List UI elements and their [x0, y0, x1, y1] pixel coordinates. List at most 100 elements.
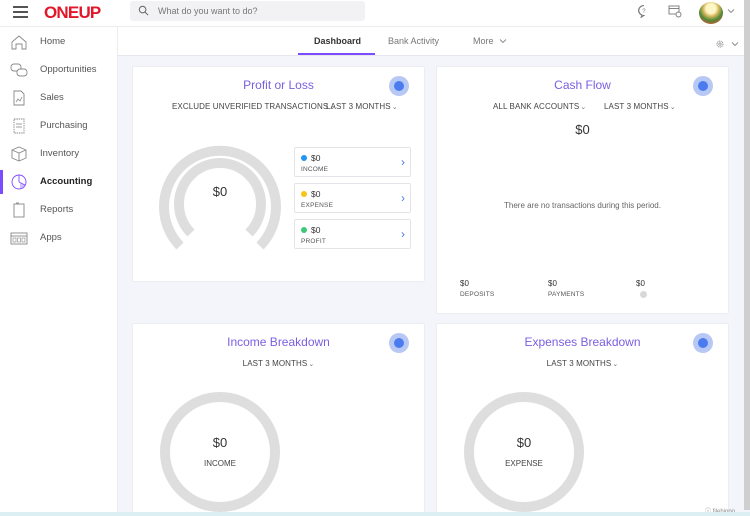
- bank-accounts-filter-dropdown[interactable]: ALL BANK ACCOUNTS⌄: [493, 102, 586, 111]
- sidebar-item-home[interactable]: Home: [0, 29, 118, 55]
- filter-label: LAST 3 MONTHS: [242, 359, 308, 368]
- period-filter-dropdown[interactable]: LAST 3 MONTHS⌄: [326, 102, 398, 111]
- hamburger-menu-icon[interactable]: [13, 6, 28, 18]
- apps-grid-icon: [10, 232, 28, 245]
- stat-value: $0: [460, 279, 469, 288]
- expenses-breakdown-card: Expenses Breakdown LAST 3 MONTHS⌄ $0 EXP…: [436, 323, 729, 516]
- sidebar-item-label: Purchasing: [40, 120, 88, 131]
- gear-icon: [716, 40, 724, 48]
- search-bar[interactable]: [130, 1, 365, 21]
- filter-label: LAST 3 MONTHS: [546, 359, 612, 368]
- net-stat: $0: [636, 279, 647, 298]
- vertical-scrollbar[interactable]: [744, 0, 750, 510]
- legend-value: $0: [311, 153, 321, 163]
- filter-label: LAST 3 MONTHS: [604, 102, 669, 111]
- legend-profit[interactable]: $0 PROFIT ›: [294, 219, 411, 249]
- card-title: Profit or Loss: [243, 78, 314, 92]
- tab-dashboard[interactable]: Dashboard: [314, 36, 362, 46]
- bottom-strip: [0, 512, 750, 516]
- sidebar: Home Opportunities Sales Purchasing Inve…: [0, 27, 118, 516]
- oneup-logo[interactable]: ONEUP: [44, 3, 101, 22]
- chevron-down-icon[interactable]: [727, 8, 735, 14]
- card-options-button[interactable]: [693, 333, 713, 353]
- legend-value: $0: [311, 225, 321, 235]
- card-title: Income Breakdown: [227, 335, 330, 349]
- chevron-down-icon: [499, 39, 507, 44]
- report-icon: [13, 202, 25, 218]
- sidebar-item-label: Inventory: [40, 148, 80, 159]
- chevron-right-icon: ›: [401, 227, 405, 241]
- card-options-button[interactable]: [693, 76, 713, 96]
- search-input[interactable]: [158, 3, 358, 19]
- sidebar-item-label: Reports: [40, 204, 74, 215]
- profit-dot: [301, 227, 307, 233]
- tab-bank-activity[interactable]: Bank Activity: [388, 36, 440, 46]
- pie-chart-icon: [11, 174, 27, 190]
- tab-more-label: More: [473, 36, 494, 46]
- sidebar-item-label: Sales: [40, 92, 64, 103]
- sales-chart-icon: [13, 90, 25, 106]
- box-icon: [11, 146, 27, 162]
- billing-icon[interactable]: [668, 4, 682, 18]
- cash-flow-card: Cash Flow ALL BANK ACCOUNTS⌄ LAST 3 MONT…: [436, 66, 729, 314]
- sidebar-item-label: Opportunities: [40, 64, 97, 75]
- period-filter-dropdown[interactable]: LAST 3 MONTHS⌄: [604, 102, 676, 111]
- top-bar: ONEUP ?: [0, 0, 744, 27]
- profit-loss-gauge: [159, 145, 281, 250]
- period-filter-dropdown[interactable]: LAST 3 MONTHS⌄: [133, 359, 424, 368]
- legend-expense[interactable]: $0 EXPENSE ›: [294, 183, 411, 213]
- card-options-button[interactable]: [389, 76, 409, 96]
- expense-dot: [301, 191, 307, 197]
- sidebar-item-purchasing[interactable]: Purchasing: [0, 113, 118, 139]
- receipt-icon: [13, 118, 25, 134]
- chevron-down-icon: ⌄: [580, 104, 587, 111]
- card-options-button[interactable]: [389, 333, 409, 353]
- chevron-right-icon: ›: [401, 191, 405, 205]
- legend-name: INCOME: [301, 166, 329, 173]
- filter-label: LAST 3 MONTHS: [326, 102, 391, 111]
- empty-state-message: There are no transactions during this pe…: [504, 201, 661, 210]
- expense-donut-chart: [464, 392, 584, 512]
- stat-name: DEPOSITS: [460, 291, 495, 298]
- stat-value: $0: [548, 279, 557, 288]
- profit-loss-total: $0: [212, 184, 228, 199]
- sidebar-item-label: Accounting: [40, 176, 93, 187]
- chevron-down-icon: ⌄: [612, 361, 619, 368]
- sidebar-item-label: Home: [40, 36, 66, 47]
- expense-label: EXPENSE: [505, 459, 543, 468]
- income-label: INCOME: [204, 459, 236, 468]
- expense-total: $0: [516, 435, 532, 450]
- sidebar-item-reports[interactable]: Reports: [0, 197, 118, 223]
- stat-name: PAYMENTS: [548, 291, 585, 298]
- income-dot: [301, 155, 307, 161]
- income-donut-chart: [160, 392, 280, 512]
- legend-name: PROFIT: [301, 238, 327, 245]
- chat-bubbles-icon: [10, 63, 28, 77]
- info-icon[interactable]: [640, 291, 647, 298]
- avatar[interactable]: [699, 2, 723, 24]
- settings-dropdown[interactable]: [715, 36, 739, 54]
- card-title: Expenses Breakdown: [524, 335, 641, 349]
- income-total: $0: [212, 435, 228, 450]
- sidebar-item-accounting[interactable]: Accounting: [0, 169, 118, 195]
- legend-name: EXPENSE: [301, 202, 334, 209]
- filter-label: ALL BANK ACCOUNTS: [493, 102, 580, 111]
- svg-text:?: ?: [642, 9, 646, 15]
- chevron-down-icon: [732, 42, 739, 47]
- period-filter-dropdown[interactable]: LAST 3 MONTHS⌄: [437, 359, 728, 368]
- sidebar-item-opportunities[interactable]: Opportunities: [0, 57, 118, 83]
- tab-more[interactable]: More: [473, 36, 507, 46]
- active-tab-indicator: [298, 53, 375, 55]
- home-icon: [11, 35, 27, 50]
- legend-income[interactable]: $0 INCOME ›: [294, 147, 411, 177]
- legend-value: $0: [311, 189, 321, 199]
- sidebar-item-inventory[interactable]: Inventory: [0, 141, 118, 167]
- sidebar-item-apps[interactable]: Apps: [0, 225, 118, 251]
- card-title: Cash Flow: [554, 78, 611, 92]
- sidebar-item-sales[interactable]: Sales: [0, 85, 118, 111]
- help-chat-icon[interactable]: ?: [637, 4, 651, 18]
- chevron-down-icon: ⌄: [391, 104, 398, 111]
- filter-label: EXCLUDE UNVERIFIED TRANSACTIONS: [172, 102, 329, 111]
- unverified-filter-dropdown[interactable]: EXCLUDE UNVERIFIED TRANSACTIONS⌄: [172, 102, 335, 111]
- sidebar-item-label: Apps: [40, 232, 62, 243]
